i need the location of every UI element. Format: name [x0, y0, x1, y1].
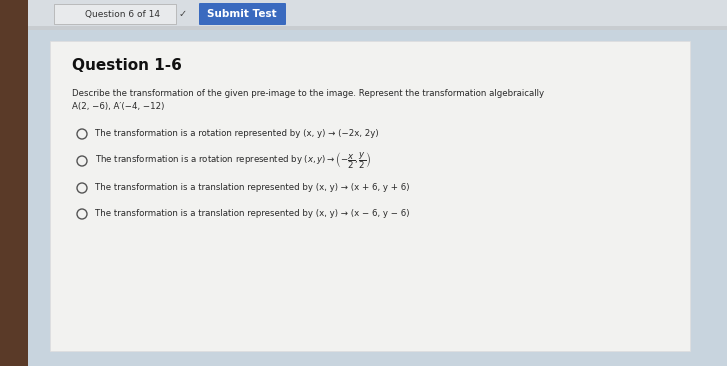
Text: ✓: ✓ — [179, 9, 187, 19]
FancyBboxPatch shape — [199, 3, 286, 25]
Text: Submit Test: Submit Test — [207, 9, 277, 19]
FancyBboxPatch shape — [50, 41, 690, 351]
Text: The transformation is a rotation represented by $(x,y) \rightarrow \left(-\dfrac: The transformation is a rotation represe… — [95, 151, 371, 171]
Bar — [28, 0, 727, 26]
Text: The transformation is a translation represented by (x, y) → (x − 6, y − 6): The transformation is a translation repr… — [95, 209, 409, 219]
Text: The transformation is a rotation represented by (x, y) → (−2x, 2y): The transformation is a rotation represe… — [95, 130, 379, 138]
Text: Describe the transformation of the given pre-image to the image. Represent the t: Describe the transformation of the given… — [72, 90, 544, 98]
Text: The transformation is a translation represented by (x, y) → (x + 6, y + 6): The transformation is a translation repr… — [95, 183, 409, 193]
Text: A(2, −6), A′(−4, −12): A(2, −6), A′(−4, −12) — [72, 102, 164, 112]
Bar — [28, 26, 727, 30]
Text: Question 6 of 14: Question 6 of 14 — [85, 10, 160, 19]
Text: Question 1-6: Question 1-6 — [72, 59, 182, 74]
Bar — [0, 0, 28, 366]
FancyBboxPatch shape — [54, 4, 176, 24]
